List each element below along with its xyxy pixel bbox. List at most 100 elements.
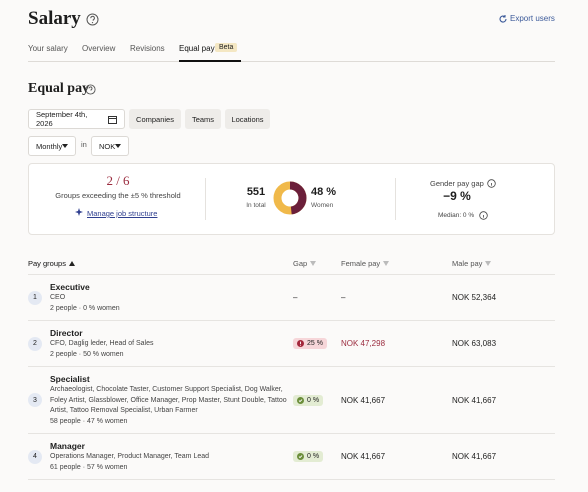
currency: NOK [99,141,116,151]
sort-icon[interactable] [485,260,492,266]
tab[interactable]: Revisions [130,44,165,53]
caret [115,144,121,148]
gap-value: – [293,293,298,302]
median: Median: 0 % [438,212,475,219]
table-row[interactable]: 4 Manager Operations Manager, Product Mana… [28,434,555,480]
period-select[interactable]: Monthly [28,136,76,156]
group-cell: 3 Specialist Archaeologist, Chocolate Tast… [28,367,293,433]
gap-value: −9 % [443,189,471,203]
group-roles: Archaeologist, Chocolate Taster, Custome… [50,386,287,414]
group-roles: CEO [50,294,66,301]
date-picker[interactable]: September 4th, 2026 [28,109,125,129]
tab[interactable]: Overview [82,44,116,53]
sort-icon[interactable] [383,260,390,266]
tab-underline [179,60,241,62]
filter-button[interactable]: Locations [225,109,270,129]
table-row[interactable]: 2 Director CFO, Daglig leder, Head of Sale… [28,321,555,367]
column-header[interactable]: Pay groups [28,259,293,268]
female-pay: – [341,293,346,302]
ok-icon [297,453,304,460]
page-title: Salary [28,8,81,29]
total: 551 [246,186,266,198]
group-roles: CFO, Daglig leder, Head of Sales [50,340,154,347]
caret [62,144,68,148]
group-roles: Operations Manager, Product Manager, Tea… [50,453,210,460]
group-info: Executive CEO 2 people · 0 % women [50,281,290,314]
summary-card [28,163,555,235]
section-title: Equal pay [28,81,90,96]
in-label: in [81,140,87,149]
gap-cell: 0 % [293,394,341,406]
group-meta: 2 people · 0 % women [50,304,120,312]
column-label: Female pay [341,258,381,268]
group-cell: 4 Manager Operations Manager, Product Mana… [28,434,293,479]
row-number: 3 [28,393,42,407]
column-header[interactable]: Gap [293,259,341,268]
sort-icon[interactable] [68,260,75,266]
male-pay: NOK 41,667 [452,452,497,461]
gap-value: 0 % [307,396,320,404]
divider [205,178,206,220]
column-header[interactable]: Female pay [341,259,452,268]
table-row[interactable]: 3 Specialist Archaeologist, Chocolate Tast… [28,367,555,434]
group-title: Director [50,328,83,338]
group-meta: 58 people · 47 % women [50,417,128,425]
export-users[interactable]: Export users [510,14,555,23]
period: Monthly [36,141,63,151]
filter-button[interactable]: Teams [185,109,221,129]
female-pay: NOK 47,298 [341,339,386,348]
gap-cell: 0 % [293,451,341,462]
gap-value: 25 % [307,340,323,347]
group-info: Manager Operations Manager, Product Manag… [50,440,290,473]
row-number: 1 [28,290,42,305]
group-info: Director CFO, Daglig leder, Head of Sales… [50,327,290,360]
gap-badge: 0 % [293,394,324,406]
gap-cell: – [293,293,341,302]
table-row[interactable]: 1 Executive CEO 2 people · 0 % women – – NOK 5… [28,275,555,321]
tab-divider [28,61,555,62]
group-info: Specialist Archaeologist, Chocolate Taste… [50,373,290,427]
calendar-icon [108,115,117,124]
male-pay: NOK 41,667 [452,395,497,405]
help-icon[interactable] [86,13,99,26]
table-header: Pay groups Gap Female pay Male pay [28,252,555,275]
group-title: Specialist [50,374,90,384]
date: September 4th, 2026 [36,110,88,128]
help-icon[interactable] [85,84,96,95]
column-header[interactable]: Male pay [452,258,492,268]
male-pay: NOK 52,364 [452,293,497,302]
group-title: Executive [50,282,90,292]
info-icon[interactable] [487,179,496,188]
group-meta: 2 people · 50 % women [50,350,124,358]
info-icon[interactable] [479,211,488,220]
gap-value: 0 % [307,453,320,460]
tab[interactable]: Equal pay [179,44,215,53]
alert-icon [297,340,304,347]
women-caption: Women [311,202,334,209]
group-cell: 1 Executive CEO 2 people · 0 % women [28,275,293,320]
donut [273,181,307,215]
pay-table: Pay groups Gap Female pay Male pay 1 Executiv… [28,252,555,480]
gap-badge: 25 % [293,338,327,349]
female-pay: NOK 41,667 [341,395,386,405]
sparkle-icon [75,208,83,216]
tab-badge: Beta [215,43,238,52]
groups-count: 2 / 6 [106,173,130,188]
currency-select[interactable]: NOK [91,136,129,156]
row-number: 4 [28,449,42,464]
column-label: Male pay [452,258,483,268]
gap-title: Gender pay gap [430,179,484,188]
male-pay: NOK 63,083 [452,339,497,348]
export-icon [499,15,507,23]
group-title: Manager [50,441,85,451]
column-label: Pay groups [28,258,66,268]
tab[interactable]: Your salary [28,44,68,53]
manage-link[interactable]: Manage job structure [87,209,158,218]
divider [395,178,396,220]
female-pay: NOK 41,667 [341,452,386,461]
filter-button[interactable]: Companies [129,109,181,129]
gap-badge: 0 % [293,451,324,462]
sort-icon[interactable] [310,260,317,266]
ok-icon [297,396,304,404]
gap-cell: 25 % [293,338,341,349]
